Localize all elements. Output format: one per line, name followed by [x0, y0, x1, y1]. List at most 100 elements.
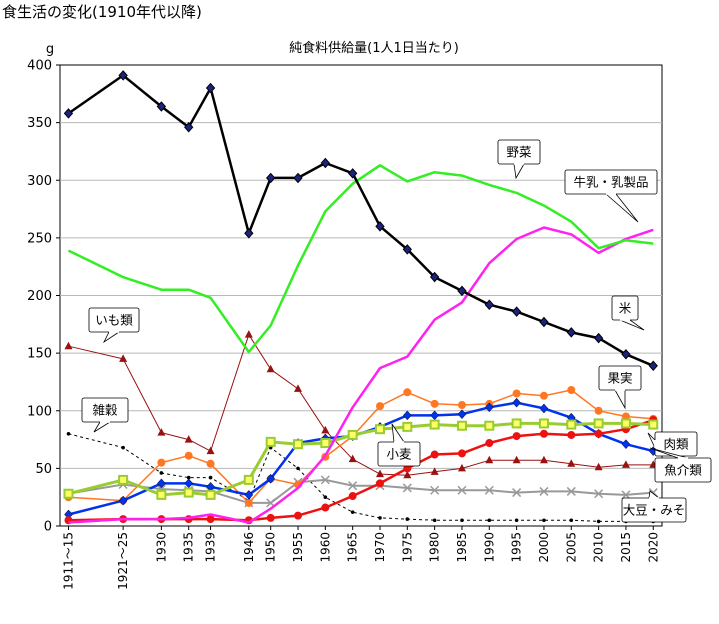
data-point [594, 489, 604, 499]
x-tick-label: 1911～15 [61, 532, 75, 590]
data-point [206, 446, 215, 455]
data-point [512, 389, 521, 398]
x-tick-label: 1955 [291, 532, 305, 563]
data-point [183, 487, 194, 498]
data-point [184, 435, 193, 443]
series-layer [63, 70, 659, 525]
y-tick-label: 100 [27, 404, 52, 419]
callout-3: 牛乳・乳製品 [564, 169, 658, 223]
data-point [514, 518, 519, 523]
x-tick-label: 1960 [318, 532, 332, 563]
data-point [648, 419, 659, 430]
x-tick-label: 2010 [592, 532, 606, 563]
callout-pointer [647, 432, 656, 449]
y-tick-label: 400 [27, 59, 52, 74]
data-point [621, 349, 631, 360]
data-point [350, 510, 355, 514]
data-point [456, 420, 467, 431]
data-point [484, 299, 494, 310]
data-point [457, 409, 467, 420]
callout-6: 魚介類 [649, 447, 712, 483]
callout-7: 小麦 [377, 423, 421, 467]
x-tick-label: 1935 [182, 532, 196, 563]
series-10 [66, 432, 656, 524]
data-point [405, 517, 410, 521]
data-point [118, 495, 128, 506]
data-point [347, 168, 358, 179]
data-point [320, 157, 331, 169]
legend-label: 大豆・みそ [623, 503, 686, 518]
data-point [566, 486, 576, 496]
x-tick-label: 1946 [242, 532, 256, 563]
x-tick-label: 1930 [154, 532, 168, 563]
data-point [375, 221, 385, 232]
legend-label: 肉類 [663, 437, 689, 452]
callout-9: いも類 [88, 307, 140, 344]
data-point [244, 490, 254, 500]
data-point [512, 397, 521, 408]
data-point [402, 421, 413, 432]
legend-label: 米 [619, 301, 632, 316]
data-point [205, 489, 216, 500]
data-point [118, 70, 128, 81]
data-point [403, 388, 412, 397]
data-point [294, 384, 303, 392]
y-tick-label: 0 [44, 520, 52, 535]
y-tick-label: 250 [27, 231, 52, 246]
data-point [320, 475, 330, 485]
data-point [402, 410, 412, 421]
callout-5: 肉類 [647, 431, 698, 457]
data-point [593, 332, 604, 344]
data-point [569, 518, 574, 523]
x-tick-label: 1970 [373, 532, 387, 563]
figure-title: 食生活の変化(1910年代以降) [2, 3, 202, 21]
data-point [567, 459, 576, 467]
x-tick-label: 1990 [482, 532, 496, 563]
data-point [208, 475, 213, 480]
data-point [348, 492, 357, 501]
y-tick-label: 300 [27, 174, 52, 189]
data-point [403, 470, 412, 479]
data-point [243, 474, 254, 485]
data-point [457, 463, 466, 472]
data-point [429, 419, 440, 430]
series-line [67, 74, 654, 367]
series-line [68, 401, 654, 516]
data-point [566, 327, 576, 338]
y-axis-unit: g [46, 42, 54, 57]
data-point [402, 483, 412, 493]
data-point [429, 271, 440, 283]
legend-label: 小麦 [386, 447, 412, 462]
data-point [567, 430, 576, 439]
callout-2: 野菜 [497, 139, 541, 180]
callout-pointer [614, 389, 626, 410]
data-point [567, 386, 576, 395]
data-point [66, 432, 71, 436]
y-tick-label: 50 [35, 462, 52, 477]
data-point [159, 471, 164, 475]
data-point [321, 425, 330, 434]
data-point [375, 469, 384, 478]
data-point [64, 341, 73, 350]
data-point [294, 511, 303, 520]
data-point [184, 451, 193, 460]
data-point [323, 495, 328, 499]
data-point [487, 518, 492, 523]
data-point [512, 432, 521, 441]
data-point [430, 410, 439, 421]
data-point [457, 400, 466, 409]
data-point [511, 418, 522, 429]
data-point [348, 481, 358, 491]
series-3 [68, 226, 654, 524]
data-point [621, 460, 630, 468]
data-point [157, 428, 166, 436]
callout-8: 大豆・みそ [621, 490, 687, 523]
data-point [648, 360, 658, 372]
series-line [68, 433, 654, 522]
data-point [119, 354, 128, 362]
callout-pointer [93, 421, 112, 433]
data-point [539, 455, 548, 464]
x-tick-label: 1950 [264, 532, 278, 563]
x-tick-label: 2005 [564, 532, 578, 563]
data-point [321, 503, 330, 512]
